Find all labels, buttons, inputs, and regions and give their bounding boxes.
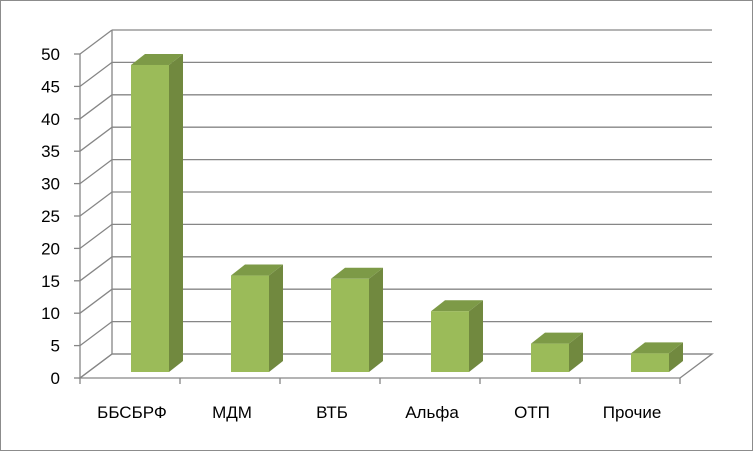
bar-side-face (269, 264, 283, 372)
bar (431, 300, 483, 372)
y-tick-label: 50 (41, 45, 60, 64)
bar-top-face (131, 53, 183, 65)
y-tick-label: 30 (41, 175, 60, 194)
bar (231, 264, 283, 372)
bar-front-face (631, 353, 669, 372)
bar-side-face (169, 53, 183, 373)
bar-front-face (231, 275, 269, 372)
bar-top-face (631, 342, 683, 354)
bars-layer (131, 53, 683, 373)
x-category-label: ОТП (514, 403, 550, 422)
bar-side-face (469, 300, 483, 372)
bar-top-face (531, 332, 583, 344)
axis-layer (74, 30, 714, 384)
y-tick-label: 35 (41, 142, 60, 161)
gridline-diagonal (79, 256, 113, 282)
y-tick-label: 20 (41, 239, 60, 258)
y-tick-label: 40 (41, 110, 60, 129)
gridline-diagonal (79, 321, 113, 347)
gridline-diagonal (79, 61, 113, 87)
labels-layer: 0 5 10 15 20 25 30 35 40 45 50 ББСБРФ МДМ ВТБ Альфа ОТП… (41, 45, 661, 422)
bar-side-face (369, 267, 383, 372)
x-category-label: Прочие (603, 403, 662, 422)
bar (331, 267, 383, 372)
bar-front-face (531, 343, 569, 372)
y-tick-label: 15 (41, 272, 60, 291)
y-tick-label: 25 (41, 207, 60, 226)
bar-front-face (131, 64, 169, 373)
bar-side-face (669, 342, 683, 372)
x-category-label: ББСБРФ (97, 403, 167, 422)
bar (131, 53, 183, 373)
x-category-label: ВТБ (316, 403, 348, 422)
bar-front-face (431, 311, 469, 372)
bar-top-face (431, 300, 483, 312)
bar-top-face (231, 264, 283, 276)
gridline-diagonal (79, 29, 113, 55)
bar-front-face (331, 278, 369, 372)
gridline-diagonal (79, 223, 113, 249)
y-tick-label: 5 (51, 337, 60, 356)
gridline-diagonal (79, 126, 113, 152)
y-tick-label: 10 (41, 304, 60, 323)
bar-top-face (331, 267, 383, 279)
gridline-diagonal (79, 159, 113, 185)
y-tick-label: 45 (41, 77, 60, 96)
x-category-label: МДМ (212, 403, 252, 422)
bar (631, 342, 683, 372)
gridline-diagonal (79, 288, 113, 314)
bar (531, 332, 583, 372)
bar-side-face (569, 332, 583, 372)
gridline-diagonal (79, 94, 113, 120)
x-category-label: Альфа (405, 403, 459, 422)
y-tick-label: 0 (51, 369, 60, 388)
gridline-diagonal (79, 191, 113, 217)
